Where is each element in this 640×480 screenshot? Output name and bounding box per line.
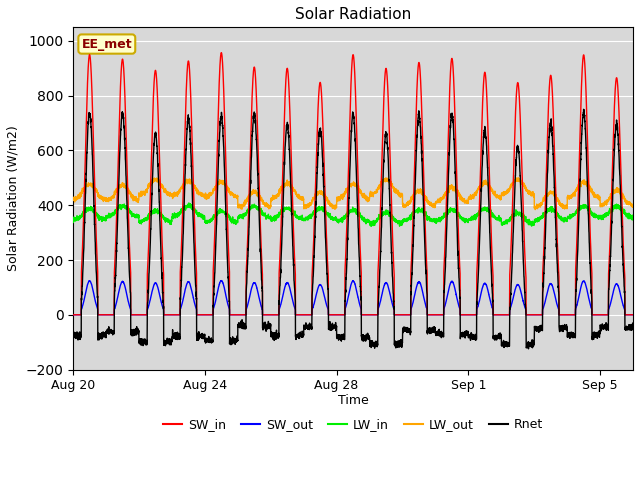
Y-axis label: Solar Radiation (W/m2): Solar Radiation (W/m2) — [7, 126, 20, 271]
Text: EE_met: EE_met — [81, 37, 132, 50]
Legend: SW_in, SW_out, LW_in, LW_out, Rnet: SW_in, SW_out, LW_in, LW_out, Rnet — [158, 413, 548, 436]
X-axis label: Time: Time — [338, 394, 369, 407]
Title: Solar Radiation: Solar Radiation — [295, 7, 412, 22]
